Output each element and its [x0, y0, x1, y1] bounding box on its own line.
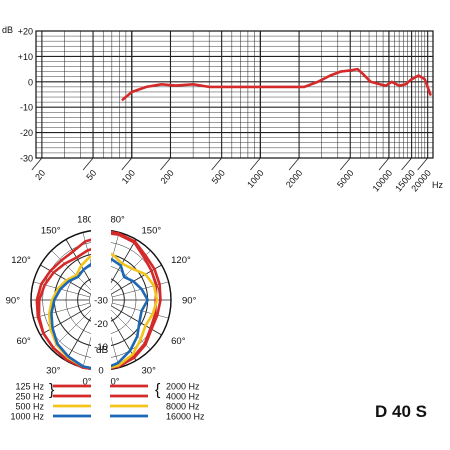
legend-label: 1000 Hz — [10, 412, 44, 422]
frequency-x-tick: 200 — [158, 157, 176, 186]
frequency-x-tick-mark — [211, 157, 222, 171]
legend-label: 125 Hz — [15, 382, 44, 392]
frequency-series — [121, 67, 432, 101]
frequency-x-tick-label: 500 — [210, 168, 227, 186]
frequency-grid — [35, 30, 434, 159]
legend-label: 500 Hz — [15, 402, 44, 412]
polar-angle-label: 30° — [142, 366, 157, 377]
frequency-y-tick-label: -10 — [20, 103, 33, 113]
polar-angle-label: 180° — [77, 215, 97, 226]
polar-spoke — [65, 309, 96, 361]
polar-angle-label: 60° — [171, 336, 186, 347]
polar-spoke — [51, 308, 93, 350]
frequency-x-tick-mark — [82, 157, 94, 171]
frequency-plot-frame — [35, 30, 434, 159]
frequency-x-tick-mark — [378, 157, 390, 171]
frequency-x-axis-label: Hz — [432, 180, 443, 190]
frequency-x-tick-label: 50 — [84, 168, 98, 182]
frequency-x-tick-label: 200 — [158, 168, 175, 186]
legend-label: 2000 Hz — [166, 382, 200, 392]
polar-curves — [35, 228, 162, 372]
frequency-x-tick-mark — [250, 157, 261, 171]
polar-radius-tick-label: 0 — [98, 366, 103, 377]
frequency-x-tick: 500 — [210, 157, 227, 186]
frequency-x-tick-mark — [160, 157, 171, 171]
legend-label: 4000 Hz — [166, 392, 200, 402]
frequency-x-tick-label: 100 — [120, 168, 137, 186]
frequency-x-tick: 5000 — [335, 157, 356, 190]
polar-angle-label: 30° — [46, 366, 61, 377]
polar-radius-tick-label: -20 — [94, 319, 108, 330]
polar-radius-tick-label: -10 — [94, 342, 108, 353]
legend-brace-right: { — [155, 382, 161, 399]
frequency-y-tick-label: -20 — [20, 128, 33, 138]
polar-spoke — [51, 250, 93, 292]
legend-label: 16000 Hz — [166, 412, 205, 422]
polar-angle-label: 0° — [82, 377, 91, 388]
frequency-y-tick-labels: +20 +10 0 -10 -20 -30 — [18, 27, 33, 164]
frequency-response-chart: +20 +10 0 -10 -20 -30 20 50 100 200 500 1000 2000 50… — [2, 25, 443, 193]
polar-spoke — [109, 308, 151, 350]
frequency-x-tick-mark — [31, 157, 43, 171]
frequency-y-tick-label: +20 — [18, 27, 33, 37]
frequency-x-tick: 1000 — [245, 157, 266, 190]
frequency-x-tick-mark — [401, 157, 412, 171]
polar-radius-tick-label: -30 — [94, 296, 108, 307]
frequency-y-tick-label: -30 — [20, 154, 33, 164]
polar-radius-unit-label: dB — [96, 345, 109, 356]
model-name: D 40 S — [375, 402, 427, 421]
polar-spoke — [106, 309, 137, 361]
polar-center-gap — [91, 212, 111, 380]
polar-spoke — [33, 302, 90, 319]
polar-curve — [37, 245, 102, 372]
polar-pattern-chart: 0° 0° 30° 30° 60° 60° 90° 90° 120° 120° 150° 150° 18… — [6, 212, 197, 388]
frequency-x-tick: 10000 — [371, 157, 395, 194]
polar-angle-labels: 0° 0° 30° 30° 60° 60° 90° 90° 120° 120° 150° 150° 18… — [6, 215, 197, 388]
frequency-y-tick-label: 0 — [28, 77, 33, 87]
polar-angle-label: 90° — [6, 296, 21, 307]
frequency-x-tick: 100 — [120, 157, 137, 186]
polar-angle-label: 180° — [105, 215, 125, 226]
polar-angle-label: 120° — [11, 255, 31, 266]
legend-brace-left: } — [49, 382, 55, 399]
polar-angle-label: 90° — [182, 296, 197, 307]
frequency-y-tick-label: +10 — [18, 52, 33, 62]
frequency-x-tick-label: 1000 — [245, 168, 266, 190]
polar-spoke — [40, 305, 92, 336]
frequency-y-axis-label: dB — [2, 25, 13, 35]
frequency-x-tick-label: 20 — [33, 168, 47, 182]
frequency-x-tick: 20 — [31, 157, 47, 182]
polar-spoke — [110, 305, 162, 336]
polar-curve — [50, 259, 102, 372]
legend-label: 8000 Hz — [166, 402, 200, 412]
frequency-x-tick-label: 5000 — [335, 168, 356, 190]
frequency-x-tick-mark — [121, 157, 133, 171]
polar-angle-label: 60° — [16, 336, 31, 347]
polar-angle-label: 150° — [142, 225, 162, 236]
frequency-x-tick-label: 2000 — [284, 168, 305, 190]
polar-angle-label: 0° — [110, 377, 119, 388]
frequency-x-tick-mark — [288, 157, 300, 171]
frequency-response-line — [121, 67, 432, 101]
frequency-x-tick: 2000 — [284, 157, 305, 190]
polar-curve — [100, 254, 149, 372]
legend-label: 250 Hz — [15, 392, 44, 402]
frequency-x-tick-mark — [417, 157, 428, 171]
frequency-x-tick-label: 10000 — [371, 168, 395, 194]
polar-curve — [100, 249, 159, 372]
polar-angle-label: 150° — [41, 225, 61, 236]
frequency-x-tick: 50 — [82, 157, 98, 182]
polar-angle-label: 120° — [171, 255, 191, 266]
polar-radius-tick-labels: 0 -10 -20 -30 — [94, 296, 108, 377]
frequency-x-tick-mark — [339, 157, 351, 171]
polar-spoke — [110, 264, 162, 295]
